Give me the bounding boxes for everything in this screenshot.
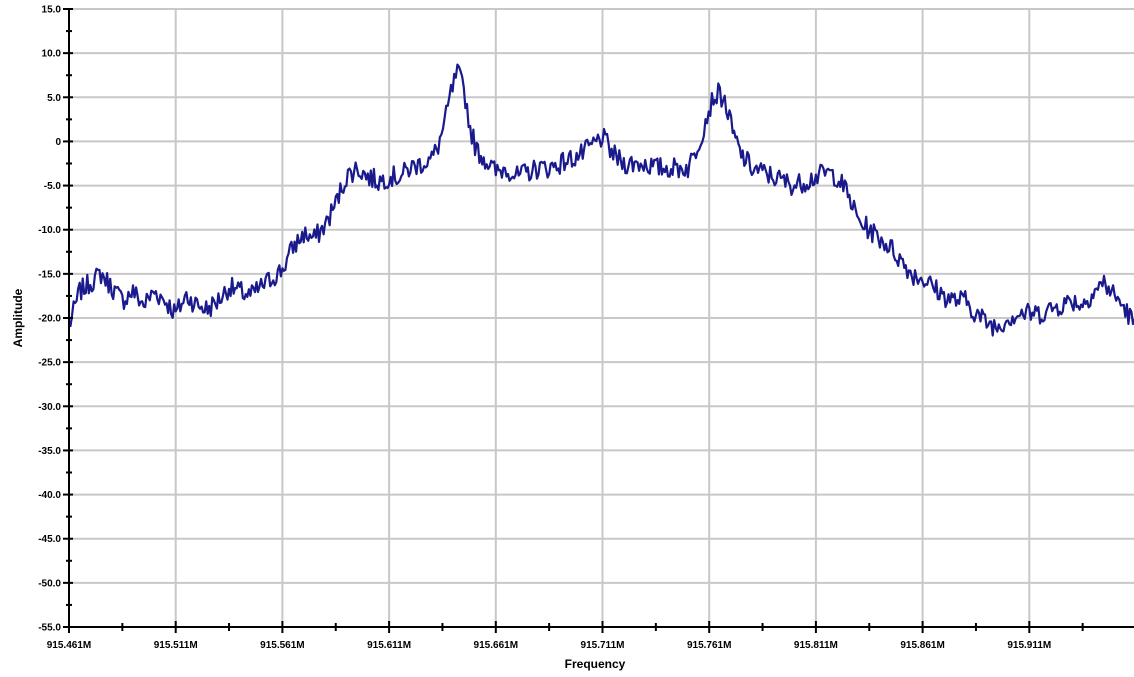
- y-tick-label: -30.0: [38, 402, 61, 413]
- y-tick-label: -40.0: [38, 490, 61, 501]
- tick-labels: 15.0 10.0 5.0 0 -5.0 -10.0 -15.0 -20.0 -25.0 -30.…: [38, 5, 1051, 652]
- y-tick-label: -10.0: [38, 225, 61, 236]
- y-tick-label: 5.0: [47, 93, 61, 104]
- y-tick-label: -50.0: [38, 578, 61, 589]
- y-tick-label: -20.0: [38, 314, 61, 325]
- x-tick-label: 915.611M: [367, 640, 411, 651]
- spectrum-line: [68, 63, 1134, 337]
- y-tick-label: 10.0: [42, 49, 62, 60]
- x-tick-label: 915.861M: [900, 640, 944, 651]
- x-tick-label: 915.761M: [687, 640, 731, 651]
- y-tick-label: -5.0: [44, 181, 62, 192]
- grid-lines: [69, 8, 1134, 627]
- x-tick-label: 915.811M: [794, 640, 838, 651]
- x-tick-label: 915.911M: [1007, 640, 1051, 651]
- x-tick-label: 915.511M: [154, 640, 198, 651]
- x-axis-title: Frequency: [565, 657, 626, 671]
- y-tick-label: 15.0: [42, 5, 62, 16]
- x-tick-label: 915.561M: [260, 640, 304, 651]
- y-tick-label: -35.0: [38, 446, 61, 457]
- x-tick-label: 915.461M: [47, 640, 91, 651]
- axes: [63, 8, 1134, 633]
- x-tick-label: 915.661M: [474, 640, 518, 651]
- y-axis-title: Amplitude: [11, 288, 25, 347]
- y-tick-label: -55.0: [38, 623, 61, 634]
- y-tick-label: -15.0: [38, 269, 61, 280]
- y-tick-label: -25.0: [38, 358, 61, 369]
- y-tick-label: -45.0: [38, 534, 61, 545]
- series-layer: [68, 63, 1134, 337]
- x-tick-label: 915.711M: [581, 640, 625, 651]
- y-tick-label: 0: [55, 137, 61, 148]
